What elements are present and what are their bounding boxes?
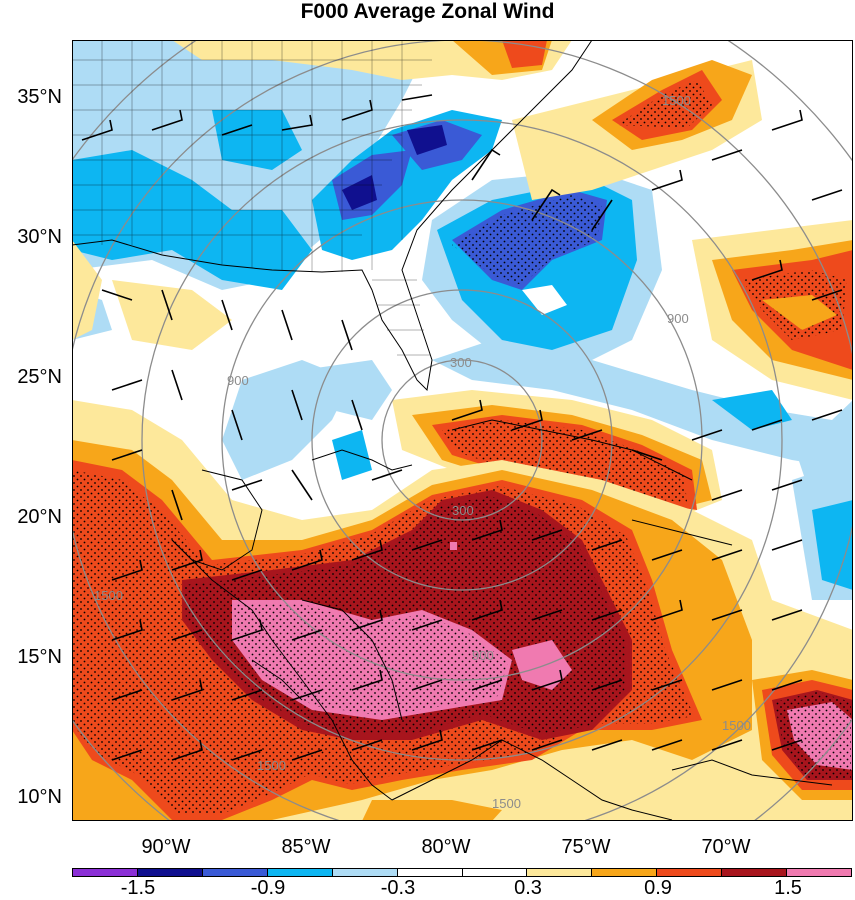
ring-label: 900: [472, 648, 494, 663]
range-ring-labels: 300 300 900 900 900 1500 1500 1500 1500 …: [94, 93, 751, 811]
colorbar-swatch-7: [527, 869, 593, 876]
ring-label: 1500: [722, 718, 751, 733]
wind-barbs: [81, 94, 843, 761]
ring-label: 1500: [94, 588, 123, 603]
lat-label-10n: 10°N: [17, 786, 62, 808]
lat-label-30n: 30°N: [17, 226, 62, 248]
colorbar-swatch-4: [332, 869, 398, 876]
lat-label-20n: 20°N: [17, 506, 62, 528]
ring-label: 300: [452, 503, 474, 518]
colorbar-swatch-5: [397, 869, 463, 876]
map-plot-area: 300 300 900 900 900 1500 1500 1500 1500 …: [72, 40, 853, 821]
ring-label: 1500: [257, 758, 286, 773]
county-grid: [72, 40, 432, 356]
colorbar-tick: -1.5: [120, 877, 156, 899]
ring-label: 900: [227, 373, 249, 388]
colorbar-swatch-11: [787, 869, 852, 876]
lon-label-80w: 80°W: [421, 836, 471, 858]
lon-label-75w: 75°W: [561, 836, 611, 858]
colorbar-tick: 0.9: [644, 877, 672, 899]
colorbar-swatch-8: [592, 869, 658, 876]
ring-label: 1500: [492, 796, 521, 811]
colorbar-swatch-9: [657, 869, 723, 876]
colorbar-swatch-6: [462, 869, 528, 876]
lat-label-25n: 25°N: [17, 366, 62, 388]
lon-label-70w: 70°W: [701, 836, 751, 858]
map-canvas: 300 300 900 900 900 1500 1500 1500 1500 …: [72, 40, 853, 821]
range-rings: [72, 40, 853, 821]
lat-label-35n: 35°N: [17, 86, 62, 108]
colorbar-tick: 0.3: [514, 877, 542, 899]
colorbar-tick: -0.3: [380, 877, 416, 899]
colorbar-swatch-10: [722, 869, 788, 876]
lat-label-15n: 15°N: [17, 646, 62, 668]
positive-wind-fields: [72, 40, 853, 821]
colorbar-swatch-0: [73, 869, 138, 876]
colorbar-tick: 1.5: [774, 877, 802, 899]
colorbar-swatch-3: [267, 869, 333, 876]
ring-label: 1500: [662, 93, 691, 108]
lon-label-85w: 85°W: [281, 836, 331, 858]
ring-label: 300: [450, 355, 472, 370]
map-frame: [72, 40, 853, 821]
colorbar-swatch-2: [202, 869, 268, 876]
colorbar-tick: -0.9: [250, 877, 286, 899]
colorbar: [72, 868, 852, 877]
chart-title: F000 Average Zonal Wind: [300, 0, 555, 23]
lon-label-90w: 90°W: [141, 836, 191, 858]
colorbar-swatch-1: [137, 869, 203, 876]
ring-label: 900: [667, 311, 689, 326]
